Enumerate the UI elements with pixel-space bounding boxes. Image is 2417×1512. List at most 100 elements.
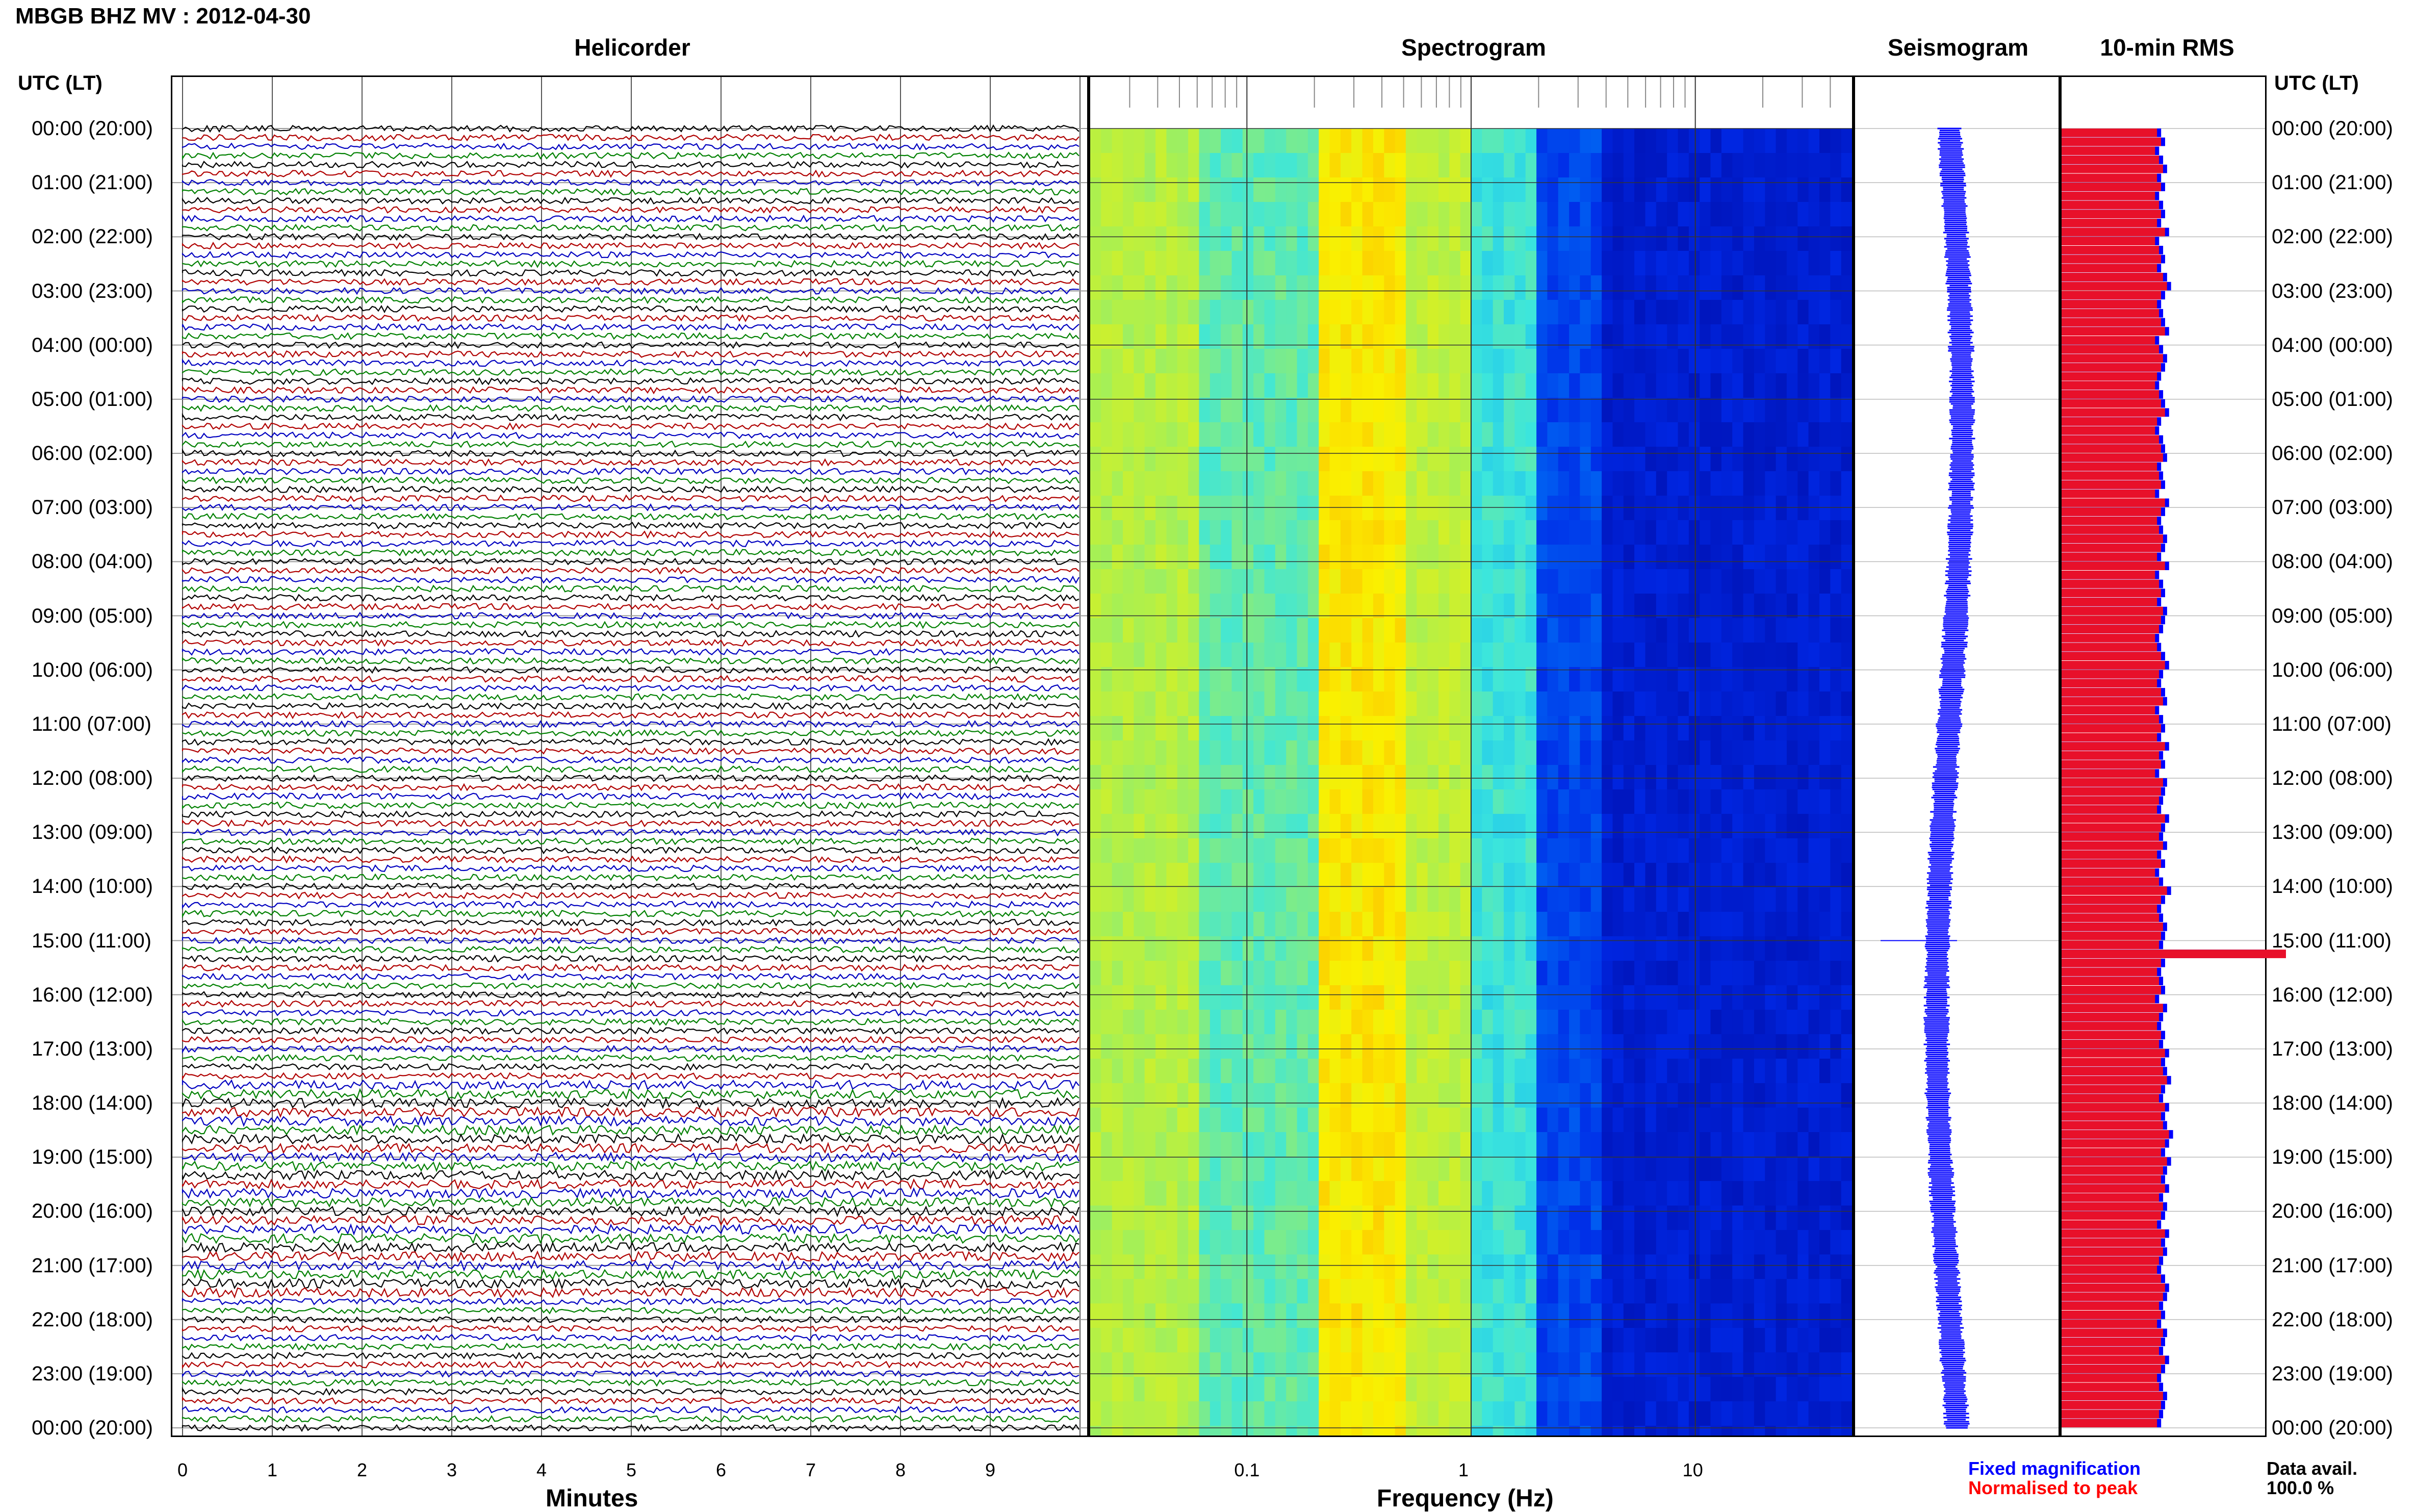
spectrogram-cell: [1743, 275, 1755, 300]
spectrogram-cell: [1732, 1083, 1744, 1108]
spectrogram-cell: [1754, 275, 1766, 300]
spectrogram-cell: [1656, 545, 1668, 570]
spectrogram-cell: [1090, 1303, 1102, 1328]
spectrogram-cell: [1514, 1426, 1526, 1436]
spectrogram-cell: [1253, 1108, 1265, 1133]
spectrogram-cell: [1743, 1230, 1755, 1255]
spectrogram-cell: [1688, 1377, 1701, 1402]
spectrogram-cell: [1253, 594, 1265, 619]
spectrogram-cell: [1819, 863, 1831, 888]
spectrogram-cell: [1155, 936, 1167, 961]
helicorder-trace: [182, 260, 1079, 268]
spectrogram-cell: [1351, 838, 1363, 863]
spectrogram-cell: [1297, 226, 1308, 251]
spectrogram-cell: [1438, 961, 1450, 986]
spectrogram-cell: [1656, 496, 1668, 521]
spectrogram-cell: [1700, 667, 1711, 692]
spectrogram-cell: [1210, 912, 1222, 937]
spectrogram-cell: [1307, 740, 1320, 765]
spectrogram-cell: [1504, 1426, 1515, 1436]
spectrogram-cell: [1373, 520, 1385, 545]
spectrogram-cell: [1634, 1230, 1646, 1255]
spectrogram-cell: [1721, 1010, 1733, 1035]
spectrogram-cell: [1427, 1377, 1439, 1402]
spectrogram-cell: [1645, 863, 1657, 888]
spectrogram-cell: [1340, 1254, 1352, 1279]
spectrogram-cell: [1841, 471, 1852, 496]
spectrogram-cell: [1841, 496, 1852, 521]
spectrogram-cell: [1732, 177, 1744, 202]
spectrogram-cell: [1558, 520, 1570, 545]
spectrogram-cell: [1688, 520, 1701, 545]
helicorder-trace: [182, 1205, 1080, 1217]
spectrogram-cell: [1231, 838, 1243, 863]
spectrogram-cell: [1525, 422, 1537, 447]
spectrogram-cell: [1362, 569, 1374, 594]
spectrogram-cell: [1514, 594, 1526, 619]
spectrogram-cell: [1525, 1279, 1537, 1304]
spectrogram-cell: [1307, 1328, 1320, 1353]
spectrogram-cell: [1819, 643, 1831, 668]
helicorder-trace: [182, 837, 1079, 845]
spectrogram-cell: [1732, 1401, 1744, 1426]
spectrogram-cell: [1351, 545, 1363, 570]
spectrogram-cell: [1504, 349, 1515, 374]
spectrogram-cell: [1482, 422, 1494, 447]
spectrogram-cell: [1123, 936, 1135, 961]
spectrogram-cell: [1645, 740, 1657, 765]
spectrogram-cell: [1700, 1352, 1711, 1377]
spectrogram-cell: [1602, 936, 1613, 961]
spectrogram-cell: [1504, 1108, 1515, 1133]
spectrogram-cell: [1482, 1108, 1494, 1133]
spectrogram-cell: [1841, 275, 1852, 300]
spectrogram-cell: [1504, 1254, 1515, 1279]
spectrogram-cell: [1590, 129, 1603, 153]
spectrogram-cell: [1493, 961, 1504, 986]
minutes-tick-label: 8: [895, 1459, 906, 1480]
spectrogram-cell: [1700, 545, 1711, 570]
spectrogram-cell: [1123, 373, 1135, 398]
spectrogram-cell: [1536, 349, 1548, 374]
helicorder-trace: [182, 142, 1079, 151]
spectrogram-cell: [1144, 863, 1156, 888]
spectrogram-cell: [1612, 1303, 1624, 1328]
spectrogram-cell: [1688, 398, 1701, 423]
spectrogram-cell: [1776, 716, 1787, 741]
spectrogram-cell: [1384, 202, 1396, 227]
helicorder-trace: [182, 819, 1079, 828]
spectrogram-cell: [1808, 324, 1820, 349]
spectrogram-cell: [1210, 814, 1222, 839]
rms-bar: [2062, 552, 2157, 561]
spectrogram-cell: [1536, 838, 1548, 863]
spectrogram-cell: [1286, 887, 1298, 912]
rms-bar: [2062, 489, 2155, 498]
spectrogram-cell: [1329, 1426, 1341, 1436]
rms-bar: [2062, 895, 2161, 904]
spectrogram-cell: [1384, 471, 1396, 496]
spectrogram-cell: [1645, 251, 1657, 276]
spectrogram-cell: [1231, 643, 1243, 668]
spectrogram-cell: [1329, 1034, 1341, 1059]
spectrogram-cell: [1373, 1010, 1385, 1035]
spectrogram-cell: [1514, 153, 1526, 178]
spectrogram-cell: [1438, 1206, 1450, 1231]
helicorder-trace: [182, 269, 1079, 277]
spectrogram-cell: [1493, 716, 1504, 741]
spectrogram-cell: [1612, 129, 1624, 153]
spectrogram-cell: [1471, 251, 1483, 276]
rms-bar: [2062, 1238, 2161, 1247]
spectrogram-cell: [1231, 716, 1243, 741]
spectrogram-cell: [1700, 1157, 1711, 1182]
spectrogram-cell: [1536, 545, 1548, 570]
spectrogram-cell: [1144, 765, 1156, 790]
spectrogram-cell: [1623, 740, 1635, 765]
spectrogram-cell: [1307, 496, 1320, 521]
spectrogram-cell: [1536, 1377, 1548, 1402]
spectrogram-cell: [1090, 1401, 1102, 1426]
spectrogram-cell: [1417, 1377, 1428, 1402]
spectrogram-cell: [1427, 1328, 1439, 1353]
spectrogram-cell: [1297, 1157, 1308, 1182]
spectrogram-cell: [1123, 496, 1135, 521]
spectrogram-cell: [1177, 1059, 1189, 1084]
spectrogram-cell: [1264, 1377, 1276, 1402]
